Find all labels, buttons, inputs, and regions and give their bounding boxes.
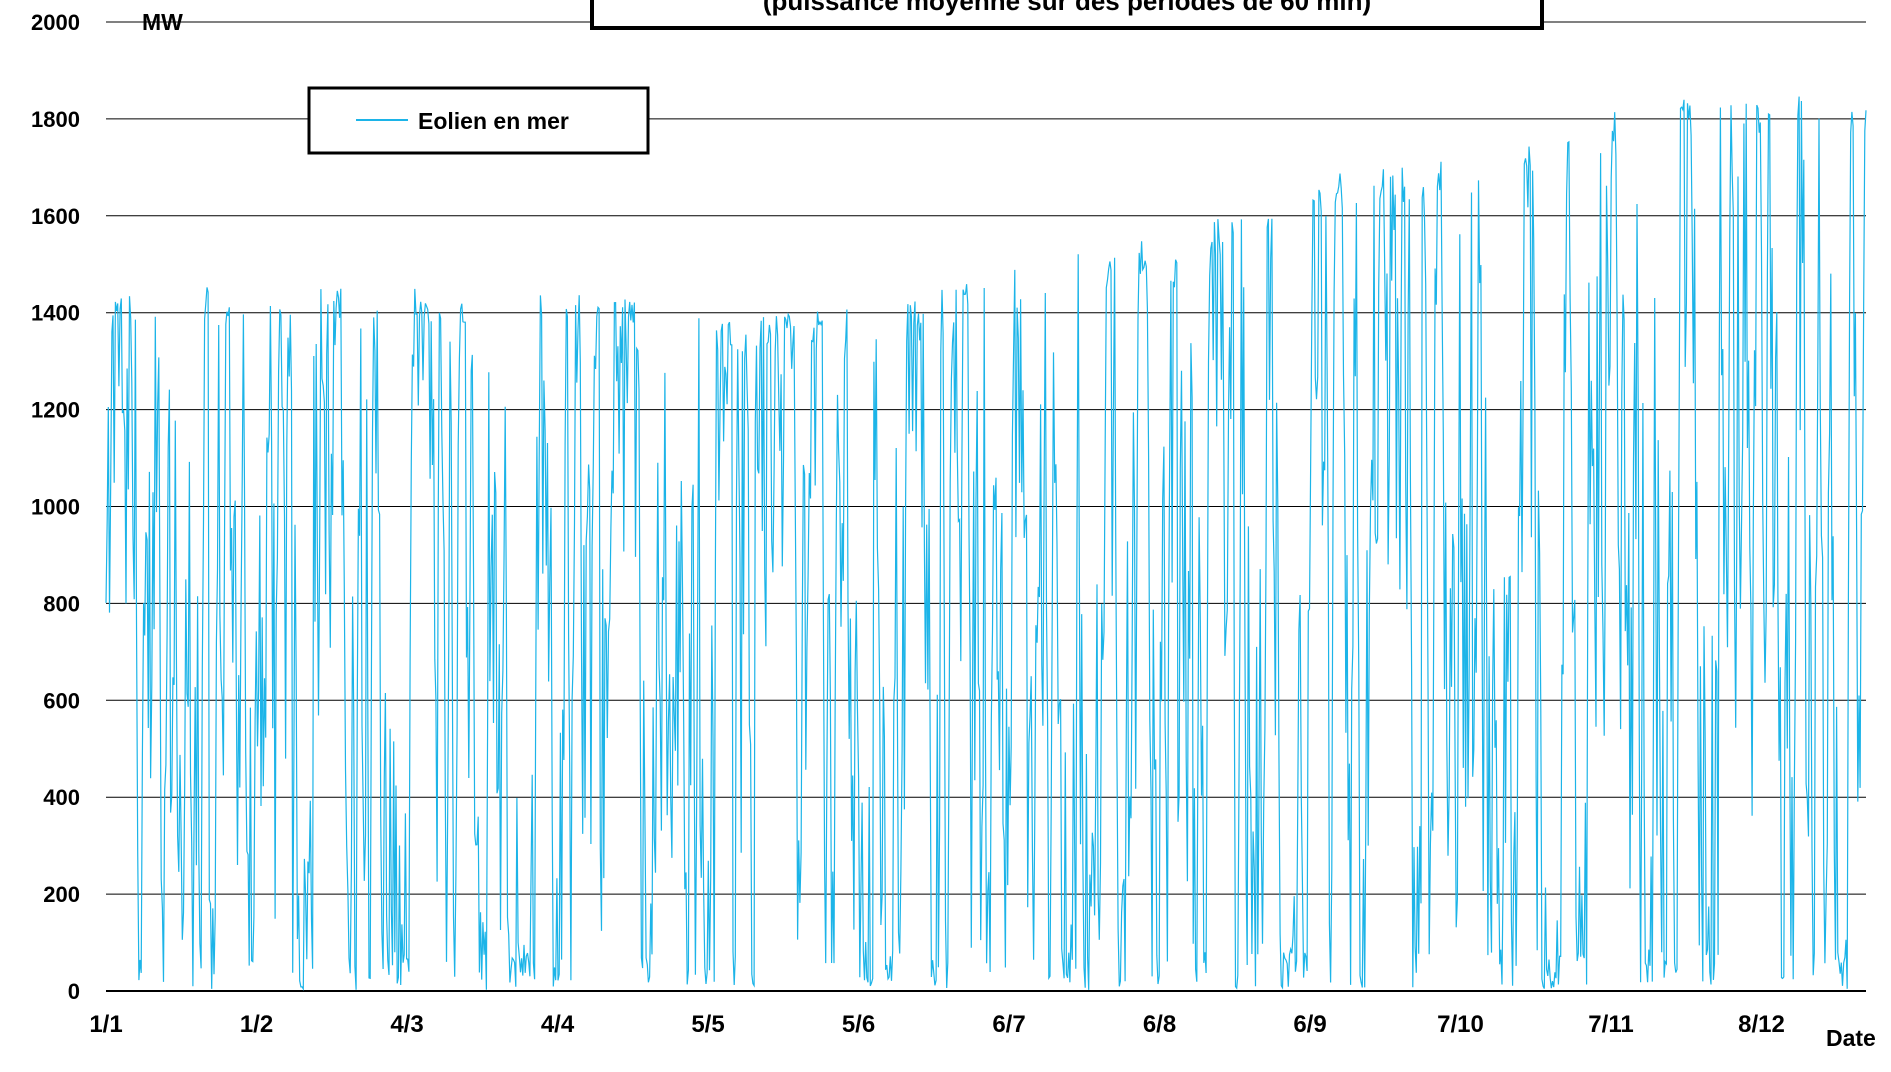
- x-tick-label: 1/1: [89, 1011, 122, 1038]
- x-tick-label: 8/12: [1738, 1011, 1785, 1038]
- y-tick-label: 1600: [31, 204, 80, 229]
- x-tick-label: 1/2: [240, 1011, 273, 1038]
- y-tick-label: 2000: [31, 10, 80, 35]
- y-tick-label: 1000: [31, 495, 80, 520]
- x-tick-labels: 1/1 1/2 4/3 4/4 5/5 5/6 6/7 6/8 6/9 7/10 7/11 8/12: [89, 1011, 1785, 1038]
- x-tick-label: 7/10: [1437, 1011, 1484, 1038]
- series-group: [105, 96, 1867, 992]
- x-tick-label: 7/11: [1588, 1011, 1633, 1038]
- y-tick-label: 1200: [31, 398, 80, 423]
- x-axis-label: Date: [1826, 1025, 1876, 1051]
- y-tick-label: 1400: [31, 301, 80, 326]
- y-tick-label: 0: [68, 979, 80, 1004]
- x-tick-label: 6/7: [992, 1011, 1025, 1038]
- y-tick-label: 200: [43, 882, 80, 907]
- x-tick-label: 4/3: [390, 1011, 423, 1038]
- y-tick-label: 1800: [31, 107, 80, 132]
- x-tick-label: 5/5: [691, 1011, 724, 1038]
- y-tick-label: 400: [43, 785, 80, 810]
- chart-title-box: (puissance moyenne sur des périodes de 6…: [590, 0, 1544, 30]
- x-tick-label: 4/4: [541, 1011, 575, 1038]
- series-line-eolien-en-mer: [105, 96, 1867, 992]
- x-tick-label: 6/8: [1143, 1011, 1176, 1038]
- legend-label: Eolien en mer: [418, 108, 569, 134]
- x-tick-label: 5/6: [842, 1011, 875, 1038]
- y-axis-label: MW: [142, 9, 183, 35]
- y-tick-label: 800: [43, 591, 80, 616]
- y-tick-label: 600: [43, 688, 80, 713]
- x-tick-label: 6/9: [1293, 1011, 1326, 1038]
- legend: Eolien en mer: [307, 86, 650, 155]
- grid-lines: [106, 21, 1866, 992]
- y-tick-labels: 0 200 400 600 800 1000 1200 1400 1600 1800 2000: [31, 10, 80, 1004]
- chart-title: (puissance moyenne sur des périodes de 6…: [763, 0, 1371, 16]
